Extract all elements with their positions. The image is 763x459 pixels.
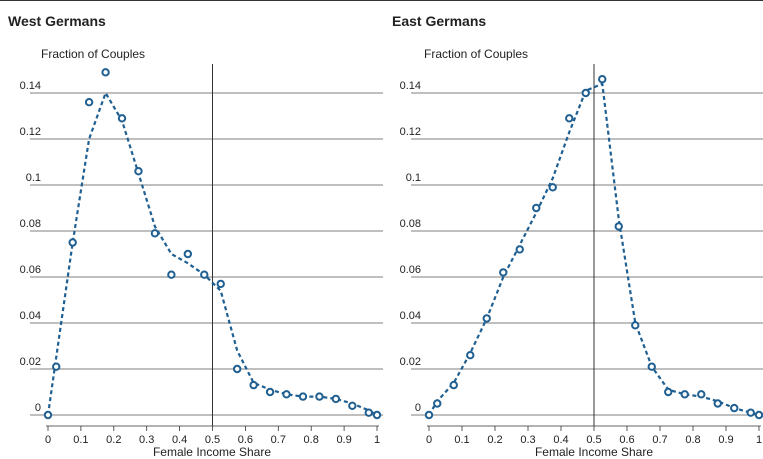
east-data-point bbox=[424, 410, 434, 420]
east-xlabel: Female Income Share bbox=[535, 445, 653, 459]
east-x-tick-label: 0.9 bbox=[718, 434, 733, 446]
west-data-point bbox=[331, 394, 341, 404]
east-x-tick-label: 0.4 bbox=[553, 434, 568, 446]
west-x-tick-label: 0.1 bbox=[73, 434, 88, 446]
west-x-tick-label: 0.9 bbox=[336, 434, 351, 446]
west-data-point bbox=[200, 270, 209, 279]
west-y-tick-label: 0.1 bbox=[26, 172, 41, 184]
west-data-point bbox=[134, 167, 143, 176]
west-y-tick-label: 0.02 bbox=[20, 356, 41, 368]
west-y-tick-label: 0.12 bbox=[20, 126, 41, 138]
west-x-tick-label: 0.3 bbox=[139, 434, 154, 446]
east-data-point bbox=[614, 222, 623, 231]
east-panel-title: East Germans bbox=[392, 13, 486, 29]
west-data-point bbox=[282, 390, 291, 399]
east-x-tick-label: 0.3 bbox=[520, 434, 535, 446]
west-data-point bbox=[372, 410, 382, 420]
east-x-tick-label: 0.1 bbox=[454, 434, 469, 446]
west-panel-title: West Germans bbox=[8, 13, 106, 29]
east-x-tick-label: 0 bbox=[426, 434, 432, 446]
west-data-point bbox=[117, 114, 127, 123]
east-data-point bbox=[532, 203, 541, 213]
east-data-point bbox=[730, 403, 739, 413]
east-y-tick-label: 0.06 bbox=[400, 264, 421, 276]
east-x-tick-label: 0.5 bbox=[586, 434, 601, 446]
east-data-point bbox=[697, 390, 706, 399]
west-x-tick-label: 0.4 bbox=[172, 434, 187, 446]
west-data-point bbox=[298, 392, 308, 401]
east-data-point bbox=[499, 268, 508, 277]
west-data-point bbox=[101, 68, 110, 77]
west-data-point bbox=[167, 270, 176, 279]
east-x-tick-label: 0.7 bbox=[652, 434, 667, 446]
east-x-tick-label: 0.6 bbox=[619, 434, 634, 446]
east-x-tick-label: 0.8 bbox=[685, 434, 700, 446]
west-y-tick-label: 0.06 bbox=[20, 264, 41, 276]
east-germans-panel: East Germans Fraction of Couples Female … bbox=[392, 13, 763, 459]
west-data-point bbox=[364, 408, 373, 417]
west-data-point bbox=[249, 380, 258, 390]
west-y-tick-label: 0 bbox=[35, 402, 41, 414]
east-y-tick-label: 0.1 bbox=[406, 172, 421, 184]
west-data-point bbox=[232, 364, 242, 374]
west-xlabel: Female Income Share bbox=[153, 445, 271, 459]
west-data-point bbox=[150, 229, 160, 238]
east-data-point bbox=[746, 408, 755, 417]
west-data-point bbox=[68, 238, 77, 247]
west-x-tick-label: 0.6 bbox=[238, 434, 253, 446]
west-x-tick-label: 0.2 bbox=[106, 434, 121, 446]
east-x-tick-label: 1 bbox=[756, 434, 762, 446]
west-x-tick-label: 0.7 bbox=[271, 434, 286, 446]
west-x-tick-label: 0.5 bbox=[205, 434, 220, 446]
east-y-tick-label: 0 bbox=[415, 402, 421, 414]
east-data-point bbox=[598, 75, 607, 84]
east-data-point bbox=[713, 399, 722, 408]
west-x-tick-label: 0 bbox=[45, 434, 51, 446]
west-data-point bbox=[348, 401, 357, 410]
west-data-point bbox=[84, 98, 94, 107]
west-data-point bbox=[43, 410, 53, 420]
east-data-point bbox=[482, 314, 491, 323]
west-data-point bbox=[216, 279, 225, 289]
west-data-point bbox=[265, 387, 275, 397]
west-data-point bbox=[315, 392, 324, 401]
west-germans-panel: West Germans Fraction of Couples Female … bbox=[8, 13, 383, 459]
east-data-point bbox=[680, 390, 689, 399]
east-data-point bbox=[581, 88, 590, 98]
east-x-tick-label: 0.2 bbox=[487, 434, 502, 446]
east-data-point bbox=[515, 245, 524, 254]
west-data-point bbox=[183, 249, 193, 259]
east-smoothed-line bbox=[428, 82, 760, 417]
east-y-tick-label: 0.12 bbox=[400, 126, 421, 138]
east-y-tick-label: 0.04 bbox=[400, 310, 421, 322]
west-y-tick-label: 0.14 bbox=[20, 80, 41, 92]
east-data-point bbox=[647, 362, 656, 371]
east-data-point bbox=[433, 399, 442, 408]
east-data-point bbox=[548, 183, 557, 192]
west-smoothed-line bbox=[46, 91, 378, 416]
east-y-tick-label: 0.14 bbox=[400, 80, 421, 92]
west-y-tick-label: 0.08 bbox=[20, 218, 41, 230]
east-data-point bbox=[631, 321, 640, 330]
west-ylabel: Fraction of Couples bbox=[41, 47, 145, 61]
east-y-tick-label: 0.02 bbox=[400, 356, 421, 368]
east-ylabel: Fraction of Couples bbox=[424, 47, 528, 61]
west-y-tick-label: 0.04 bbox=[20, 310, 41, 322]
east-y-tick-label: 0.08 bbox=[400, 218, 421, 230]
east-data-point bbox=[664, 387, 673, 397]
west-x-tick-label: 1 bbox=[374, 434, 380, 446]
east-data-point bbox=[565, 114, 574, 123]
east-data-point bbox=[466, 351, 475, 360]
west-data-point bbox=[52, 362, 61, 371]
east-data-point bbox=[449, 380, 458, 390]
east-data-point bbox=[754, 410, 763, 420]
west-x-tick-label: 0.8 bbox=[304, 434, 319, 446]
